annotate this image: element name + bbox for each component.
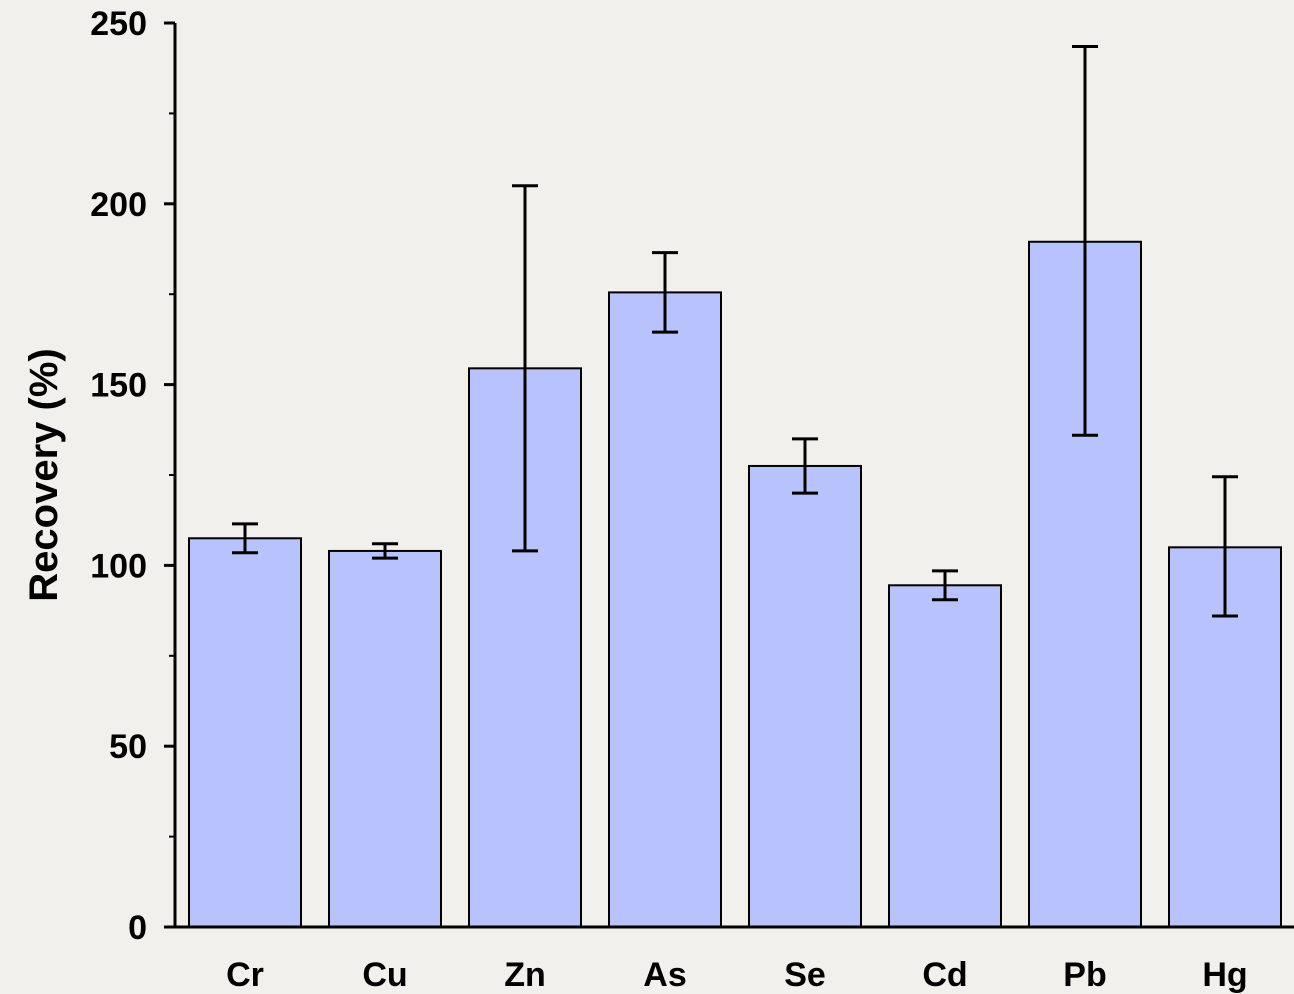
- bar-cr: [188, 537, 302, 929]
- error-bar-se: [792, 437, 818, 495]
- y-tick-label-50: 50: [109, 728, 147, 766]
- y-tick-label-150: 150: [90, 367, 147, 405]
- y-tick-label-250: 250: [90, 5, 147, 43]
- y-tick-label-100: 100: [90, 547, 147, 585]
- bar-as: [608, 291, 722, 928]
- error-bar-as: [652, 251, 678, 334]
- error-bar-pb: [1072, 45, 1098, 437]
- error-bar-zn: [512, 184, 538, 553]
- x-tick-label-cu: Cu: [362, 956, 407, 994]
- x-tick-labels-layer: Cr Cu Zn As Se Cd Pb Hg: [226, 956, 1248, 994]
- error-bar-cr: [232, 522, 258, 555]
- bar-cu: [328, 549, 442, 928]
- x-tick-label-cr: Cr: [226, 956, 264, 994]
- x-tick-label-cd: Cd: [922, 956, 967, 994]
- bars-layer: [188, 240, 1282, 929]
- x-tick-label-pb: Pb: [1063, 956, 1106, 994]
- bar-cd: [888, 584, 1002, 929]
- x-tick-label-se: Se: [784, 956, 826, 994]
- error-bar-cd: [932, 569, 958, 602]
- y-ticks-layer: 0 50 100 150 200 250: [90, 5, 175, 947]
- bar-se: [748, 464, 862, 928]
- x-tick-label-as: As: [643, 956, 686, 994]
- y-tick-label-0: 0: [128, 909, 147, 947]
- error-bar-cu: [372, 542, 398, 560]
- x-tick-label-hg: Hg: [1202, 956, 1247, 994]
- x-tick-label-zn: Zn: [504, 956, 546, 994]
- error-bars-layer: [232, 45, 1238, 618]
- y-axis-title: Recovery (%): [22, 348, 66, 601]
- y-tick-label-200: 200: [90, 186, 147, 224]
- error-bar-hg: [1212, 475, 1238, 618]
